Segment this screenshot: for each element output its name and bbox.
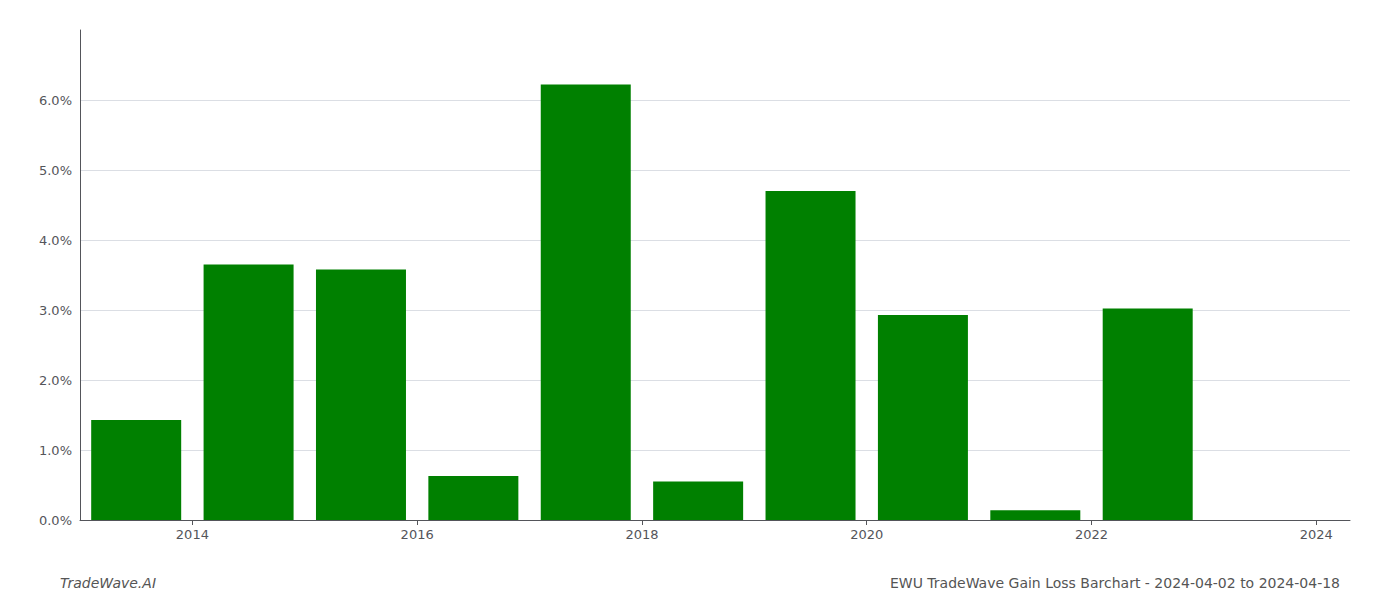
- svg-text:2.0%: 2.0%: [39, 373, 72, 388]
- svg-text:4.0%: 4.0%: [39, 233, 72, 248]
- svg-text:0.0%: 0.0%: [39, 513, 72, 528]
- svg-text:EWU TradeWave Gain Loss Barcha: EWU TradeWave Gain Loss Barchart - 2024-…: [890, 575, 1340, 591]
- svg-text:2024: 2024: [1300, 527, 1333, 542]
- svg-text:2020: 2020: [850, 527, 883, 542]
- svg-text:TradeWave.AI: TradeWave.AI: [60, 575, 156, 591]
- svg-text:2018: 2018: [625, 527, 658, 542]
- svg-text:2016: 2016: [401, 527, 434, 542]
- svg-text:2022: 2022: [1075, 527, 1108, 542]
- svg-text:3.0%: 3.0%: [39, 303, 72, 318]
- svg-text:1.0%: 1.0%: [39, 443, 72, 458]
- svg-text:5.0%: 5.0%: [39, 163, 72, 178]
- svg-text:2014: 2014: [176, 527, 209, 542]
- svg-text:6.0%: 6.0%: [39, 93, 72, 108]
